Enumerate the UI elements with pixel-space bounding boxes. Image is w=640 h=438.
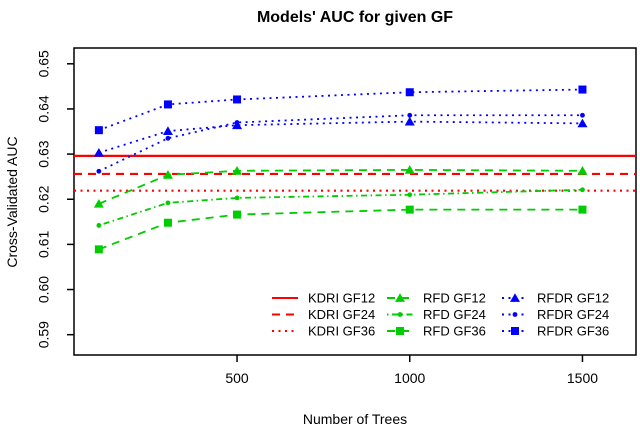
series-point-rfd-gf24-dot-marker: [96, 223, 102, 228]
series-point-rfdr-gf24-dot-marker: [96, 168, 102, 174]
x-tick-label: 1500: [567, 370, 598, 386]
legend-label: RFDR GF12: [537, 291, 609, 306]
series-point-rfdr-gf12-triangle-marker: [93, 147, 104, 157]
series-point-rfd-gf36-square-marker: [233, 210, 242, 219]
series-point-rfd-gf24-dot-marker: [165, 200, 171, 206]
y-tick-label: 0.60: [36, 276, 52, 303]
series-point-rfdr-gf36-square-marker: [163, 100, 172, 109]
legend-item-rfd-gf12: RFD GF12: [387, 291, 486, 306]
legend-label: RFDR GF24: [537, 307, 609, 322]
legend-item-rfdr-gf12: RFDR GF12: [502, 291, 609, 306]
x-tick-label: 500: [225, 370, 249, 386]
series-line-rfdr-gf36: [98, 88, 583, 132]
legend-swatch-triangle-marker: [510, 293, 520, 302]
legend-label: KDRI GF36: [308, 324, 375, 339]
series-line-rfdr-gf12: [98, 120, 583, 154]
series-line-rfd-gf24: [98, 188, 583, 227]
series-point-rfd-gf36-square-marker: [578, 205, 587, 214]
series-point-rfd-gf12-triangle-marker: [93, 198, 104, 208]
legend-swatch-triangle-marker: [395, 293, 405, 302]
legend-item-kdri-gf36: KDRI GF36: [272, 324, 375, 339]
legend-label: KDRI GF12: [308, 291, 375, 306]
legend-label: RFD GF12: [423, 291, 486, 306]
series-point-rfd-gf24-dot-marker: [234, 195, 240, 201]
series-point-rfdr-gf24-dot-marker: [234, 120, 240, 125]
plot-area-border: [73, 47, 637, 356]
series-line-rfdr-gf24: [98, 114, 583, 173]
y-axis-label: Cross-Validated AUC: [4, 136, 20, 267]
series-point-rfdr-gf12-triangle-marker: [404, 116, 415, 126]
y-tick-label: 0.63: [36, 140, 52, 167]
series-point-rfdr-gf24-dot-marker: [165, 135, 171, 141]
y-tick-label: 0.61: [36, 231, 52, 258]
series-point-rfd-gf36-square-marker: [405, 205, 414, 214]
series-point-rfdr-gf36-square-marker: [405, 88, 414, 97]
series-point-rfdr-gf36-square-marker: [578, 85, 587, 94]
legend-label: RFD GF36: [423, 324, 486, 339]
legend-swatch-square-marker: [511, 327, 519, 335]
series-point-rfd-gf12-triangle-marker: [404, 165, 415, 174]
legend-swatch-square-marker: [396, 327, 404, 335]
series-point-rfdr-gf24-dot-marker: [407, 112, 413, 118]
legend-item-rfdr-gf24: RFDR GF24: [502, 307, 609, 322]
series-point-rfdr-gf12-triangle-marker: [577, 118, 588, 128]
series-point-rfdr-gf36-square-marker: [94, 126, 103, 135]
x-tick-label: 1000: [394, 370, 425, 386]
series-point-rfd-gf12-triangle-marker: [232, 166, 243, 175]
series-point-rfdr-gf12-triangle-marker: [162, 126, 173, 135]
series-point-rfd-gf12-triangle-marker: [162, 170, 173, 179]
series-point-rfd-gf12-triangle-marker: [577, 166, 588, 175]
y-tick-label: 0.64: [36, 95, 52, 122]
legend-swatch-dot-marker: [512, 312, 518, 317]
legend-item-rfdr-gf36: RFDR GF36: [502, 324, 609, 339]
series-point-rfd-gf36-square-marker: [163, 218, 172, 227]
y-tick-label: 0.65: [36, 50, 52, 77]
legend-item-rfd-gf36: RFD GF36: [387, 324, 486, 339]
y-tick-label: 0.62: [36, 185, 52, 212]
series-point-rfd-gf24-dot-marker: [407, 192, 413, 198]
x-axis-label: Number of Trees: [303, 411, 407, 427]
series-point-rfdr-gf36-square-marker: [233, 95, 242, 104]
chart-title: Models' AUC for given GF: [257, 9, 453, 26]
series-point-rfd-gf36-square-marker: [94, 245, 103, 254]
legend-item-kdri-gf24: KDRI GF24: [272, 307, 375, 322]
legend-label: KDRI GF24: [308, 307, 375, 322]
axes-layer: 0.59 0.60 0.61 0.62 0.63 0.64 0.65 500 1000 1500: [36, 47, 637, 386]
series-point-rfd-gf24-dot-marker: [580, 187, 585, 193]
y-tick-label: 0.59: [36, 321, 52, 348]
legend-swatch-dot-marker: [397, 312, 403, 317]
legend-item-rfd-gf24: RFD GF24: [387, 307, 486, 322]
series-layer: [74, 85, 636, 254]
series-line-rfd-gf36: [98, 208, 583, 251]
series-point-rfdr-gf24-dot-marker: [580, 112, 585, 118]
legend-label: RFDR GF36: [537, 324, 609, 339]
legend-item-kdri-gf12: KDRI GF12: [272, 291, 375, 306]
legend-label: RFD GF24: [423, 307, 486, 322]
